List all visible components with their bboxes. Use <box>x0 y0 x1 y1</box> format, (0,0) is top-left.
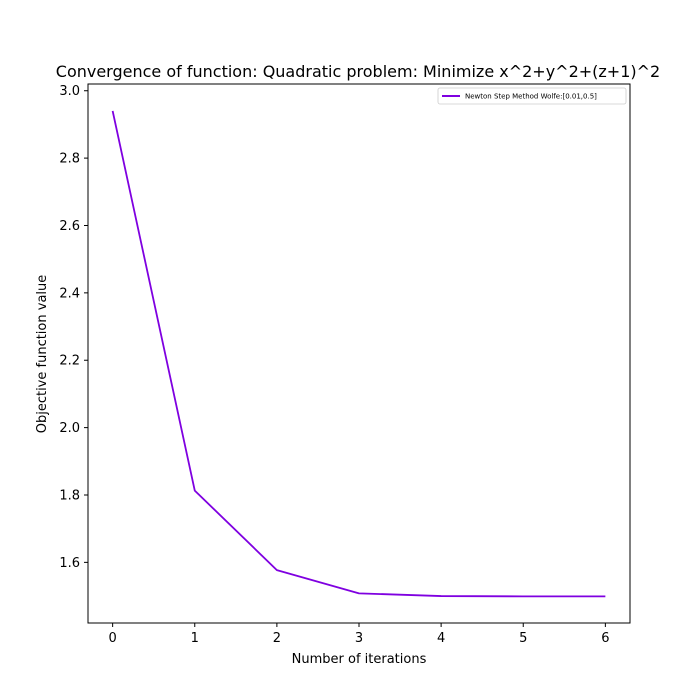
y-tick-label: 2.0 <box>59 421 80 436</box>
chart-title: Convergence of function: Quadratic probl… <box>56 62 660 81</box>
y-tick-label: 1.8 <box>59 488 80 503</box>
x-tick-label: 0 <box>108 631 116 646</box>
y-tick-label: 3.0 <box>59 84 80 99</box>
x-tick-label: 3 <box>355 631 363 646</box>
y-tick-label: 2.2 <box>59 354 80 369</box>
y-tick-label: 2.8 <box>59 152 80 167</box>
y-tick-label: 1.6 <box>59 556 80 571</box>
series-layer <box>113 111 606 596</box>
legend-label: Newton Step Method Wolfe:[0.01,0.5] <box>465 93 597 101</box>
x-tick-label: 1 <box>191 631 199 646</box>
legend: Newton Step Method Wolfe:[0.01,0.5] <box>438 88 626 104</box>
y-axis: 1.6 1.8 2.0 2.2 2.4 2.6 2.8 3.0 <box>59 84 88 571</box>
plot-frame <box>88 84 630 623</box>
x-tick-label: 6 <box>601 631 609 646</box>
x-tick-label: 5 <box>519 631 527 646</box>
x-axis-label: Number of iterations <box>292 652 427 667</box>
plot-area: 0 1 2 3 4 5 6 1.6 1.8 2.0 2.2 2.4 2.6 2.8 3.0 <box>59 84 630 646</box>
x-tick-label: 2 <box>273 631 281 646</box>
x-tick-label: 4 <box>437 631 445 646</box>
series-line <box>113 111 606 596</box>
y-tick-label: 2.6 <box>59 219 80 234</box>
y-axis-label: Objective function value <box>35 275 50 434</box>
y-tick-label: 2.4 <box>59 286 80 301</box>
x-axis: 0 1 2 3 4 5 6 <box>108 623 609 646</box>
